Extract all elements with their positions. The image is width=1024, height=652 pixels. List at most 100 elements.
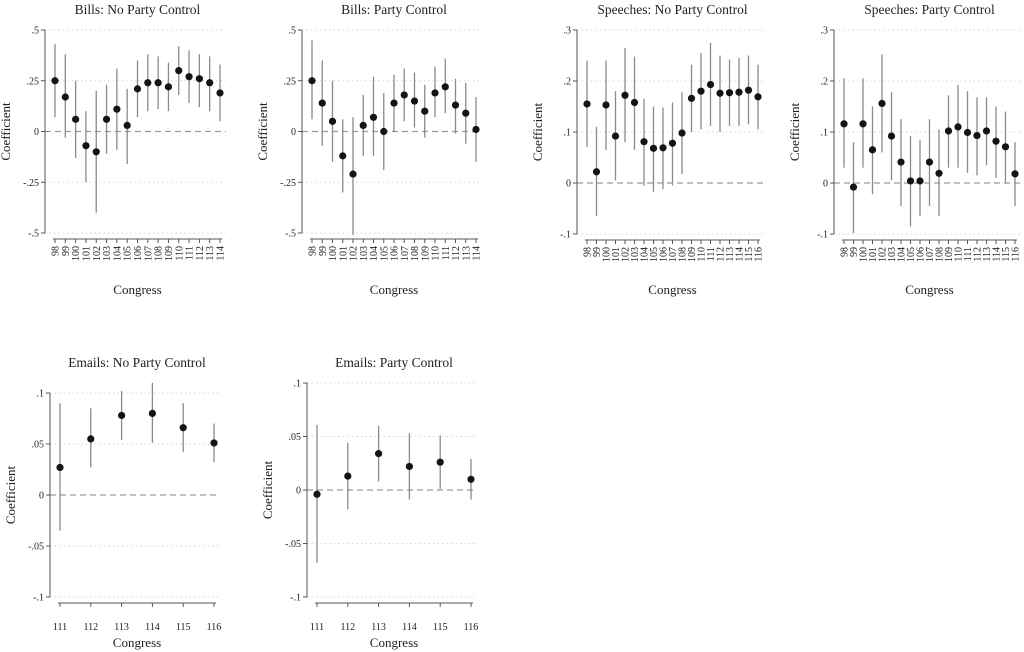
- data-point: [318, 99, 326, 107]
- y-tick-label: -.05: [28, 542, 44, 553]
- x-tick-label: 107: [400, 246, 411, 261]
- x-tick-label: 111: [963, 247, 974, 261]
- y-tick-label: .3: [564, 26, 572, 37]
- data-point: [451, 101, 460, 109]
- data-point: [583, 100, 591, 108]
- y-tick-label: 0: [39, 491, 44, 502]
- data-point: [144, 79, 152, 87]
- data-point: [405, 462, 413, 471]
- data-point: [51, 77, 59, 85]
- data-point: [849, 183, 858, 191]
- y-tick-label: 0: [566, 179, 571, 190]
- x-tick-label: 109: [944, 247, 955, 262]
- data-point: [649, 144, 658, 152]
- x-tick-label: 113: [114, 622, 129, 633]
- x-axis-label: Congress: [905, 282, 953, 297]
- y-tick-label: .25: [284, 76, 297, 87]
- data-point: [375, 450, 383, 458]
- data-point: [216, 89, 224, 97]
- x-tick-label: 109: [420, 246, 431, 261]
- x-tick-label: 101: [611, 247, 622, 262]
- data-point: [92, 148, 100, 156]
- panel-speeches-party-control: Speeches: Party Control -.1 0 .1 .2 .3 Coeffic…: [787, 2, 1022, 297]
- data-point: [472, 125, 480, 134]
- x-tick-label: 103: [359, 246, 370, 261]
- x-tick-label: 111: [185, 246, 196, 260]
- data-point: [369, 113, 378, 121]
- x-tick-label: 106: [659, 247, 670, 262]
- x-tick-label: 115: [744, 247, 755, 262]
- x-tick-label: 114: [402, 622, 417, 633]
- y-tick-label: -.1: [817, 230, 828, 241]
- x-tick-label: 100: [602, 247, 613, 262]
- data-point: [678, 129, 686, 137]
- data-point: [630, 98, 639, 107]
- x-tick-label: 107: [925, 247, 936, 262]
- data-point: [148, 409, 156, 417]
- y-tick-label: -.5: [28, 229, 39, 240]
- x-tick-label: 113: [461, 246, 472, 261]
- x-tick-label: 113: [205, 246, 216, 261]
- x-tick-label: 114: [145, 622, 160, 633]
- x-tick-label: 104: [897, 247, 908, 262]
- x-tick-label: 100: [328, 246, 339, 261]
- x-tick-label: 113: [725, 247, 736, 262]
- x-tick-label: 110: [431, 246, 442, 261]
- x-tick-label: 116: [464, 622, 479, 633]
- data-point: [602, 101, 610, 109]
- data-point: [206, 79, 214, 87]
- data-point: [611, 132, 620, 140]
- y-tick-label: .25: [27, 76, 40, 87]
- x-tick-label: 110: [954, 247, 965, 262]
- x-tick-label: 113: [982, 247, 993, 262]
- x-tick-label: 112: [340, 622, 355, 633]
- x-tick-label: 107: [143, 246, 154, 261]
- data-point: [659, 144, 667, 152]
- chart-title: Speeches: Party Control: [864, 2, 995, 17]
- data-point: [735, 88, 743, 96]
- data-point: [123, 121, 131, 130]
- data-point: [133, 85, 142, 93]
- y-tick-label: .1: [821, 128, 829, 139]
- x-tick-label: 108: [935, 247, 946, 262]
- data-point: [859, 120, 867, 128]
- x-axis-label: Congress: [370, 282, 418, 297]
- y-tick-label: -.5: [285, 229, 296, 240]
- x-tick-label: 99: [592, 247, 603, 257]
- x-tick-label: 114: [216, 246, 227, 261]
- y-axis-label: Coefficient: [260, 460, 275, 519]
- y-tick-label: .05: [289, 432, 302, 443]
- data-point: [897, 158, 905, 166]
- y-tick-label: .5: [32, 26, 40, 37]
- x-tick-label: 99: [61, 246, 72, 256]
- x-tick-label: 112: [195, 246, 206, 261]
- data-point: [441, 83, 449, 91]
- data-point: [840, 120, 848, 128]
- y-tick-label: -.1: [290, 593, 301, 604]
- chart-title: Emails: Party Control: [335, 355, 453, 370]
- x-tick-label: 105: [649, 247, 660, 262]
- x-tick-label: 111: [706, 247, 717, 261]
- x-tick-label: 103: [102, 246, 113, 261]
- y-tick-label: -.25: [280, 178, 296, 189]
- data-point: [328, 117, 337, 125]
- data-point: [359, 121, 367, 130]
- data-point: [118, 411, 126, 420]
- y-tick-label: -.1: [33, 593, 44, 604]
- x-tick-label: 111: [53, 622, 67, 633]
- data-point: [716, 89, 724, 97]
- data-point: [906, 177, 915, 185]
- x-tick-label: 106: [390, 246, 401, 261]
- y-tick-label: .05: [32, 440, 45, 451]
- x-tick-label: 104: [112, 246, 123, 261]
- data-point: [400, 91, 408, 99]
- data-point: [56, 463, 64, 472]
- x-tick-label: 99: [849, 247, 860, 257]
- x-tick-label: 105: [123, 246, 134, 261]
- x-tick-label: 112: [83, 622, 98, 633]
- x-tick-label: 109: [164, 246, 175, 261]
- data-point: [963, 128, 972, 137]
- y-tick-label: .2: [564, 77, 572, 88]
- x-tick-label: 100: [859, 247, 870, 262]
